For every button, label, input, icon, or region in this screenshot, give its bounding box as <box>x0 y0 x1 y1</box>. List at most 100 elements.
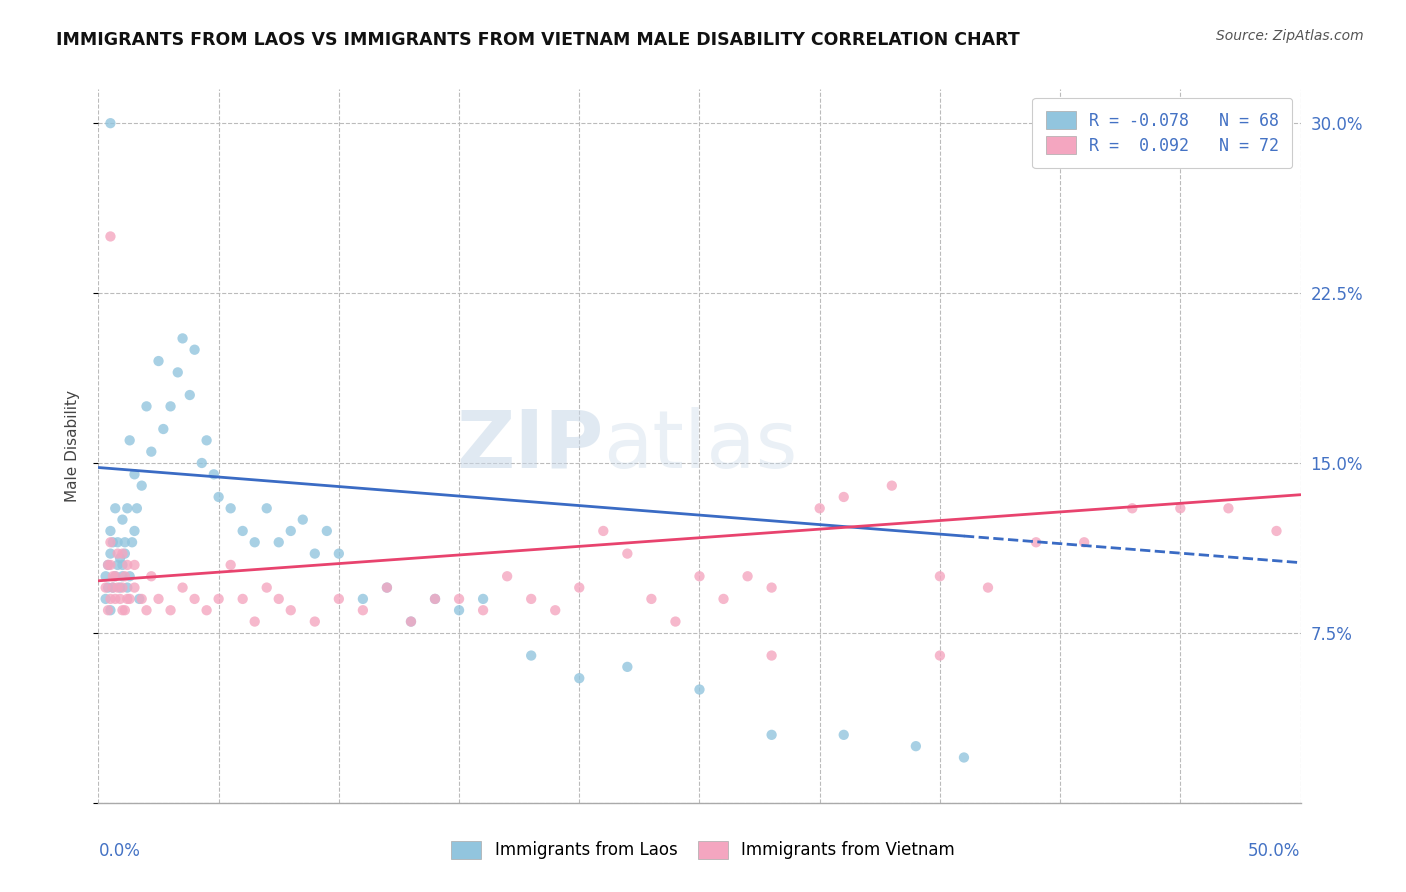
Point <box>304 547 326 561</box>
Point <box>108 581 131 595</box>
Point <box>111 603 134 617</box>
Point <box>375 581 398 595</box>
Point <box>148 591 170 606</box>
Point <box>520 591 543 606</box>
Point <box>131 591 153 606</box>
Text: 50.0%: 50.0% <box>1249 842 1301 860</box>
Point <box>202 467 225 482</box>
Point <box>100 116 122 130</box>
Point <box>104 569 127 583</box>
Point <box>315 524 337 538</box>
Point <box>689 569 711 583</box>
Point <box>423 591 446 606</box>
Point <box>114 547 136 561</box>
Point <box>472 591 495 606</box>
Point <box>101 581 124 595</box>
Point <box>148 354 170 368</box>
Point <box>97 558 120 572</box>
Point <box>208 490 231 504</box>
Point <box>832 728 855 742</box>
Point <box>616 547 638 561</box>
Point <box>141 444 163 458</box>
Point <box>1121 501 1143 516</box>
Point <box>141 569 163 583</box>
Point <box>280 603 302 617</box>
Point <box>1218 501 1240 516</box>
Point <box>243 615 266 629</box>
Point <box>111 513 134 527</box>
Point <box>101 535 124 549</box>
Point <box>243 535 266 549</box>
Point <box>159 400 181 414</box>
Point <box>928 569 950 583</box>
Text: ZIP: ZIP <box>456 407 603 485</box>
Point <box>100 547 122 561</box>
Point <box>291 513 314 527</box>
Point <box>128 591 150 606</box>
Point <box>107 535 129 549</box>
Point <box>352 591 374 606</box>
Point <box>111 569 134 583</box>
Point <box>107 558 129 572</box>
Point <box>520 648 543 663</box>
Point <box>219 501 242 516</box>
Point <box>447 603 470 617</box>
Point <box>94 569 117 583</box>
Point <box>496 569 519 583</box>
Text: IMMIGRANTS FROM LAOS VS IMMIGRANTS FROM VIETNAM MALE DISABILITY CORRELATION CHAR: IMMIGRANTS FROM LAOS VS IMMIGRANTS FROM … <box>56 31 1019 49</box>
Point <box>183 343 205 357</box>
Point <box>191 456 214 470</box>
Legend: Immigrants from Laos, Immigrants from Vietnam: Immigrants from Laos, Immigrants from Vi… <box>443 832 963 868</box>
Point <box>447 591 470 606</box>
Point <box>761 648 783 663</box>
Point <box>104 569 127 583</box>
Point <box>399 615 422 629</box>
Point <box>713 591 735 606</box>
Point <box>125 501 148 516</box>
Point <box>117 581 139 595</box>
Point <box>195 603 218 617</box>
Point <box>761 581 783 595</box>
Point <box>423 591 446 606</box>
Point <box>117 591 139 606</box>
Point <box>280 524 302 538</box>
Point <box>328 547 350 561</box>
Point <box>117 558 139 572</box>
Point <box>928 648 950 663</box>
Point <box>97 581 120 595</box>
Point <box>108 551 131 566</box>
Point <box>114 603 136 617</box>
Point <box>375 581 398 595</box>
Point <box>172 581 194 595</box>
Text: atlas: atlas <box>603 407 797 485</box>
Point <box>131 478 153 492</box>
Point <box>592 524 614 538</box>
Point <box>118 434 141 448</box>
Point <box>737 569 759 583</box>
Point <box>208 591 231 606</box>
Point <box>124 467 146 482</box>
Point <box>616 660 638 674</box>
Point <box>232 591 254 606</box>
Point <box>1170 501 1192 516</box>
Point <box>761 728 783 742</box>
Point <box>267 535 290 549</box>
Point <box>114 569 136 583</box>
Point <box>472 603 495 617</box>
Point <box>111 547 134 561</box>
Point <box>121 535 143 549</box>
Point <box>304 615 326 629</box>
Point <box>166 365 188 379</box>
Point <box>183 591 205 606</box>
Point <box>179 388 201 402</box>
Point <box>256 581 278 595</box>
Point <box>135 400 157 414</box>
Point <box>107 547 129 561</box>
Point <box>159 603 181 617</box>
Legend: R = -0.078   N = 68, R =  0.092   N = 72: R = -0.078 N = 68, R = 0.092 N = 72 <box>1032 97 1292 169</box>
Point <box>100 535 122 549</box>
Point <box>100 229 122 244</box>
Point <box>267 591 290 606</box>
Point <box>832 490 855 504</box>
Point <box>544 603 567 617</box>
